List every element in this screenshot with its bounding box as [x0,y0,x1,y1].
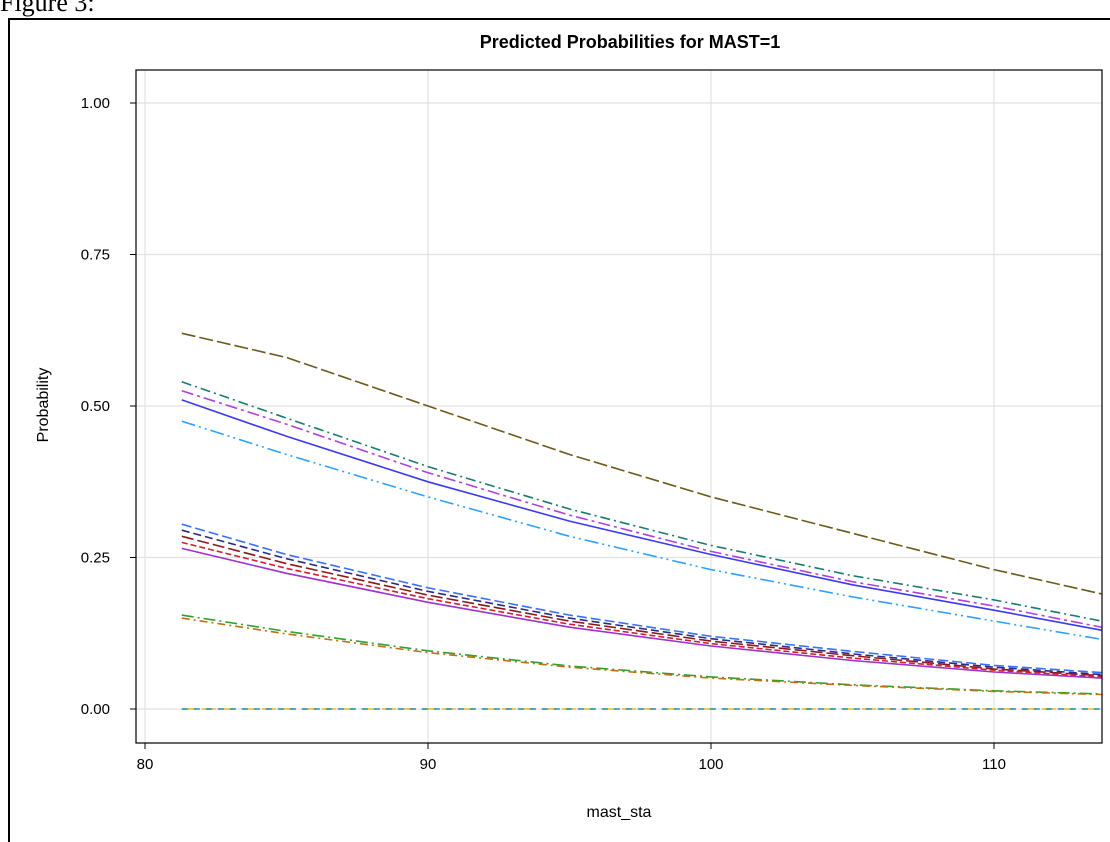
x-tick-label: 100 [698,756,723,773]
series-line-6 [181,523,1102,674]
chart-title: Predicted Probabilities for MAST=1 [480,32,781,52]
x-axis-label: mast_sta [587,804,652,821]
x-tick-label: 80 [137,756,154,773]
series-line-11 [181,614,1102,695]
series-line-1 [181,332,1102,595]
series-line-2 [181,381,1102,622]
series-layer [181,332,1102,710]
figure-caption: Figure 3: [0,0,95,17]
x-tick-label: 90 [420,756,437,773]
series-line-8 [181,535,1102,677]
axis-ticks: 80 90 100 110 0.00 0.25 0.50 0.75 1.00 [81,95,1006,773]
y-axis-label: Probability [35,368,52,443]
y-tick-label: 1.00 [81,95,110,112]
series-line-3 [181,390,1102,628]
y-tick-label: 0.75 [81,247,110,264]
series-line-12 [181,617,1102,696]
series-line-7 [181,529,1102,676]
series-line-9 [181,541,1102,678]
y-tick-label: 0.25 [81,550,110,567]
figure-frame [8,18,1110,842]
y-tick-label: 0.50 [81,398,110,415]
x-tick-label: 110 [982,756,1006,773]
series-line-10 [181,547,1102,679]
grid-lines [136,70,1102,743]
series-line-5 [181,420,1102,641]
series-line-4 [181,399,1102,631]
y-tick-label: 0.00 [81,701,110,718]
